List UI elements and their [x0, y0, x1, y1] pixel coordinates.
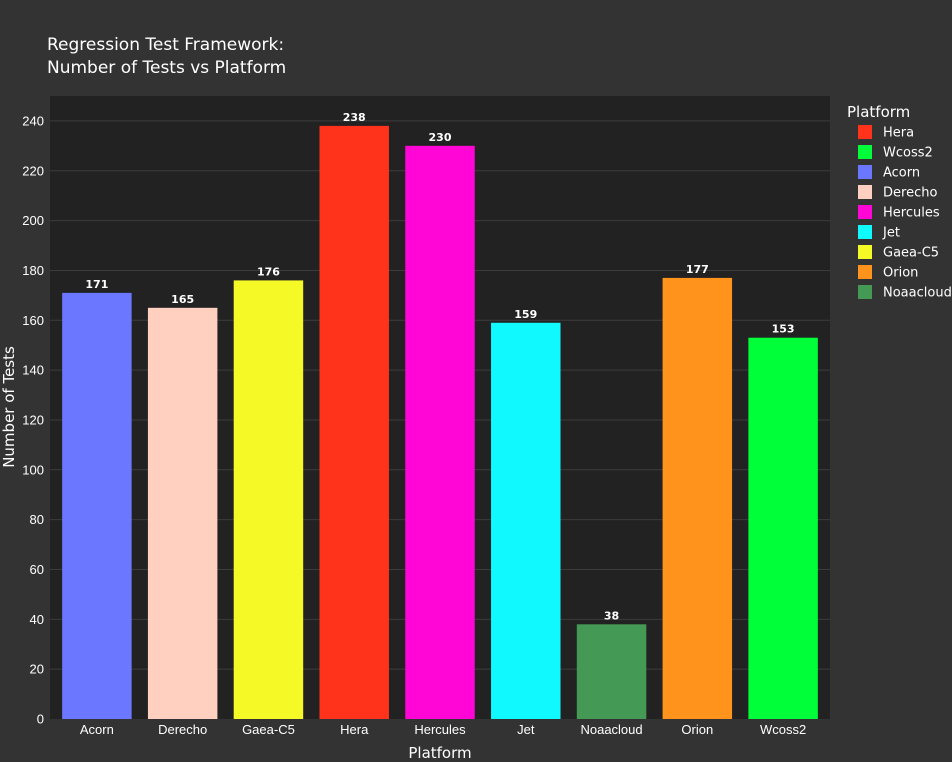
x-tick-label-acorn: Acorn [80, 722, 114, 737]
legend-swatch [858, 165, 872, 179]
data-label-wcoss2: 153 [772, 323, 795, 336]
legend: Platform Hera Wcoss2 Acorn Derecho Hercules J… [847, 103, 952, 301]
legend-item-hera[interactable]: Hera [858, 125, 914, 141]
legend-item-hercules[interactable]: Hercules [858, 205, 940, 221]
data-label-noaacloud: 38 [604, 609, 619, 622]
legend-swatch [858, 185, 872, 199]
data-label-jet: 159 [514, 308, 537, 321]
legend-swatch [858, 125, 872, 139]
bar-derecho[interactable] [147, 307, 218, 719]
bar-hera[interactable] [319, 125, 389, 720]
y-tick-label: 220 [22, 163, 44, 178]
x-axis-title: Platform [408, 744, 471, 762]
x-tick-label-derecho: Derecho [158, 722, 207, 737]
legend-item-orion[interactable]: Orion [858, 265, 918, 281]
legend-swatch [858, 265, 872, 279]
legend-swatch [858, 225, 872, 239]
legend-item-derecho[interactable]: Derecho [858, 185, 937, 201]
y-tick-label: 40 [30, 612, 44, 627]
legend-swatch [858, 285, 872, 299]
y-tick-label: 140 [22, 363, 44, 378]
bar-gaea-c5[interactable] [233, 280, 304, 719]
y-tick-label: 160 [22, 313, 44, 328]
legend-title: Platform [847, 103, 910, 121]
legend-label: Acorn [883, 166, 920, 181]
legend-label: Hera [883, 126, 914, 141]
legend-swatch [858, 205, 872, 219]
y-tick-label: 20 [30, 662, 44, 677]
bar-wcoss2[interactable] [748, 337, 818, 719]
y-tick-label: 100 [22, 462, 44, 477]
y-tick-label: 120 [22, 412, 44, 427]
data-label-gaea-c5: 176 [257, 265, 280, 278]
y-tick-label: 200 [22, 213, 44, 228]
bars [62, 125, 818, 720]
data-label-derecho: 165 [171, 293, 194, 306]
legend-swatch [858, 245, 872, 259]
x-tick-label-jet: Jet [517, 722, 535, 737]
chart-title-line1: Regression Test Framework: [47, 35, 284, 55]
bar-noaacloud[interactable] [576, 624, 647, 719]
x-tick-label-orion: Orion [681, 722, 713, 737]
y-tick-label: 0 [37, 712, 44, 727]
x-tick-label-noaacloud: Noaacloud [580, 722, 642, 737]
x-tick-label-hercules: Hercules [414, 722, 466, 737]
bar-orion[interactable] [662, 277, 733, 719]
bar-jet[interactable] [491, 322, 561, 719]
y-tick-label: 60 [30, 562, 44, 577]
legend-label: Noaacloud [883, 286, 952, 301]
x-axis-ticks: Acorn Derecho Gaea-C5 Hera Hercules Jet Noaacl… [80, 722, 806, 737]
chart-title-line2: Number of Tests vs Platform [47, 58, 286, 78]
data-label-orion: 177 [686, 263, 709, 276]
legend-item-noaacloud[interactable]: Noaacloud [858, 285, 952, 301]
legend-label: Hercules [883, 206, 940, 221]
x-tick-label-wcoss2: Wcoss2 [760, 722, 806, 737]
y-axis-ticks: 0 20 40 60 80 100 120 140 160 180 200 220 240 [22, 113, 44, 726]
y-tick-label: 240 [22, 113, 44, 128]
legend-item-gaea-c5[interactable]: Gaea-C5 [858, 245, 939, 261]
data-labels: 171 165 176 238 230 159 38 177 153 [85, 111, 794, 622]
legend-item-jet[interactable]: Jet [858, 225, 900, 241]
legend-label: Derecho [883, 186, 937, 201]
y-axis-title: Number of Tests [0, 346, 18, 468]
x-tick-label-hera: Hera [340, 722, 369, 737]
legend-swatch [858, 145, 872, 159]
bar-acorn[interactable] [62, 292, 132, 719]
legend-label: Gaea-C5 [883, 246, 939, 261]
legend-item-acorn[interactable]: Acorn [858, 165, 920, 181]
data-label-acorn: 171 [85, 278, 108, 291]
legend-item-wcoss2[interactable]: Wcoss2 [858, 145, 933, 161]
bar-hercules[interactable] [405, 145, 475, 720]
legend-label: Jet [882, 226, 900, 241]
data-label-hera: 238 [343, 111, 366, 124]
legend-label: Orion [883, 266, 918, 281]
data-label-hercules: 230 [429, 131, 452, 144]
x-tick-label-gaea-c5: Gaea-C5 [242, 722, 295, 737]
y-tick-label: 80 [30, 512, 44, 527]
legend-label: Wcoss2 [883, 146, 933, 161]
y-tick-label: 180 [22, 263, 44, 278]
